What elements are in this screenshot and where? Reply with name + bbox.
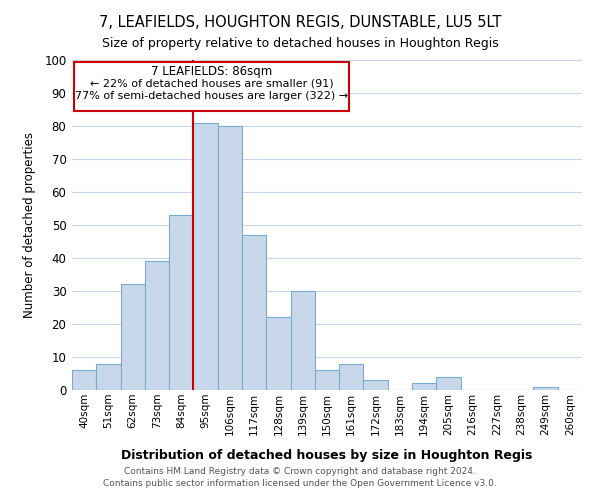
Bar: [364, 380, 388, 390]
Text: Size of property relative to detached houses in Houghton Regis: Size of property relative to detached ho…: [101, 38, 499, 51]
Bar: [145, 262, 169, 390]
Bar: [412, 384, 436, 390]
Bar: [315, 370, 339, 390]
Text: 77% of semi-detached houses are larger (322) →: 77% of semi-detached houses are larger (…: [75, 92, 348, 102]
Bar: [436, 377, 461, 390]
Bar: [193, 122, 218, 390]
Text: 7 LEAFIELDS: 86sqm: 7 LEAFIELDS: 86sqm: [151, 65, 272, 78]
Bar: [72, 370, 96, 390]
Bar: [242, 235, 266, 390]
Bar: [290, 291, 315, 390]
Bar: [533, 386, 558, 390]
Bar: [266, 318, 290, 390]
Bar: [121, 284, 145, 390]
X-axis label: Distribution of detached houses by size in Houghton Regis: Distribution of detached houses by size …: [121, 449, 533, 462]
Bar: [169, 215, 193, 390]
Bar: [96, 364, 121, 390]
Text: ← 22% of detached houses are smaller (91): ← 22% of detached houses are smaller (91…: [90, 78, 334, 88]
Bar: [339, 364, 364, 390]
Text: Contains HM Land Registry data © Crown copyright and database right 2024.
Contai: Contains HM Land Registry data © Crown c…: [103, 466, 497, 487]
FancyBboxPatch shape: [74, 62, 349, 111]
Y-axis label: Number of detached properties: Number of detached properties: [23, 132, 36, 318]
Bar: [218, 126, 242, 390]
Text: 7, LEAFIELDS, HOUGHTON REGIS, DUNSTABLE, LU5 5LT: 7, LEAFIELDS, HOUGHTON REGIS, DUNSTABLE,…: [99, 15, 501, 30]
